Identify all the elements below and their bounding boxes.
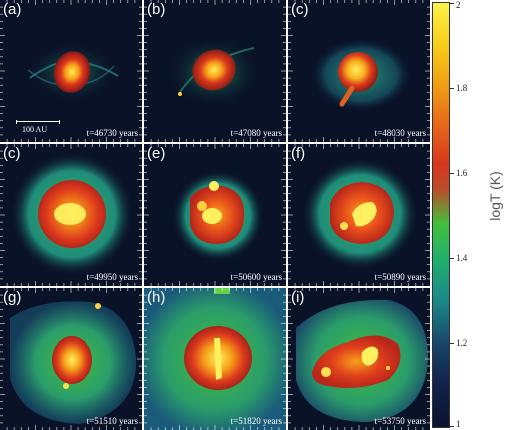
colorbar-title: logT (K): [486, 171, 503, 221]
colorbar-tick-label: 1.6: [456, 168, 468, 178]
temperature-map: [296, 299, 428, 422]
temperature-map: [26, 42, 119, 102]
time-label: t=49950 years: [86, 272, 138, 282]
colorbar-tick-label: 1.8: [456, 83, 468, 93]
colorbar: [432, 2, 450, 428]
panel-i: (i) t=53750 years: [288, 288, 430, 430]
temperature-map: [302, 158, 418, 270]
time-label: t=50890 years: [374, 272, 426, 282]
time-label: t=51820 years: [230, 416, 282, 426]
panel-label: (f): [291, 145, 306, 162]
colorbar-tick-label: 1.4: [456, 253, 468, 263]
panel-label: (c): [3, 145, 21, 162]
panel-label: (c): [291, 1, 309, 18]
panel-ticks: [144, 288, 286, 430]
temperature-map: [310, 37, 413, 112]
temperature-map: [10, 301, 137, 424]
colorbar-tick-label: 2: [456, 0, 461, 10]
panel-label: (h): [147, 289, 166, 306]
scale-bar: 100 AU: [16, 120, 60, 134]
panel-label: (e): [147, 145, 166, 162]
panel-a: (a) 100 AU t=46730 years: [0, 0, 142, 142]
panel-ticks: [144, 0, 286, 142]
scale-bar-label: 100 AU: [22, 125, 48, 134]
colorbar-tick: [450, 173, 454, 174]
colorbar-tick: [450, 3, 454, 4]
colorbar-tick-label: 1: [456, 419, 461, 429]
panel-f: (f) t=50890 years: [288, 144, 430, 286]
colorbar-tick: [450, 343, 454, 344]
panel-label: (i): [291, 289, 305, 306]
panel-ticks: [144, 144, 286, 286]
scale-bar-line: [16, 120, 60, 124]
time-label: t=48030 years: [374, 128, 426, 138]
panel-ticks: [288, 0, 430, 142]
panel-g: (g) t=51510 years: [0, 288, 142, 430]
panel-grid: (a) 100 AU t=46730 years: [0, 0, 430, 430]
panel-label: (b): [147, 1, 166, 18]
panel-label: (a): [3, 1, 22, 18]
panel-c: (c) t=48030 years: [288, 0, 430, 142]
panel-ticks: [0, 0, 142, 142]
panel-label: (g): [3, 289, 22, 306]
panel-d: (c) t=49950 years: [0, 144, 142, 286]
time-label: t=53750 years: [374, 416, 426, 426]
panel-h: (h) t=51820 years: [144, 288, 286, 430]
colorbar-tick-label: 1.2: [456, 338, 468, 348]
panel-ticks: [0, 144, 142, 286]
time-label: t=50600 years: [230, 272, 282, 282]
panel-b: (b) t=47080 years: [144, 0, 286, 142]
temperature-map: [10, 152, 134, 276]
time-label: t=51510 years: [86, 416, 138, 426]
panel-e: (e) t=50600 years: [144, 144, 286, 286]
time-label: t=46730 years: [86, 128, 138, 138]
temperature-map: [144, 288, 286, 430]
panel-ticks: [0, 288, 142, 430]
colorbar-tick: [450, 258, 454, 259]
temperature-map: [166, 36, 262, 108]
panel-ticks: [288, 288, 430, 430]
colorbar-tick: [450, 88, 454, 89]
time-label: t=47080 years: [230, 128, 282, 138]
colorbar-tick: [450, 426, 454, 427]
temperature-map: [172, 170, 265, 263]
panel-ticks: [288, 144, 430, 286]
